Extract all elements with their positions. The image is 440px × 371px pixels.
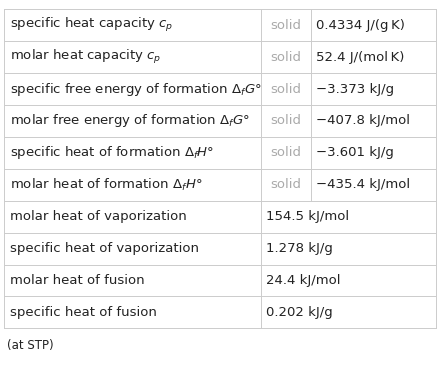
Text: solid: solid bbox=[270, 19, 301, 32]
Text: molar heat of fusion: molar heat of fusion bbox=[10, 274, 144, 287]
Text: specific free energy of formation $\Delta_f G°$: specific free energy of formation $\Delt… bbox=[10, 81, 261, 98]
Text: molar heat of formation $\Delta_f H°$: molar heat of formation $\Delta_f H°$ bbox=[10, 177, 202, 193]
Text: −435.4 kJ/mol: −435.4 kJ/mol bbox=[316, 178, 410, 191]
Text: −3.601 kJ/g: −3.601 kJ/g bbox=[316, 146, 394, 160]
Text: (at STP): (at STP) bbox=[7, 338, 53, 352]
Text: solid: solid bbox=[270, 146, 301, 160]
Text: 24.4 kJ/mol: 24.4 kJ/mol bbox=[266, 274, 341, 287]
Text: 0.202 kJ/g: 0.202 kJ/g bbox=[266, 306, 333, 319]
Text: specific heat of vaporization: specific heat of vaporization bbox=[10, 242, 199, 255]
Text: 0.4334 J/(g K): 0.4334 J/(g K) bbox=[316, 19, 405, 32]
Text: specific heat capacity $c_p$: specific heat capacity $c_p$ bbox=[10, 16, 173, 34]
Text: specific heat of formation $\Delta_f H°$: specific heat of formation $\Delta_f H°$ bbox=[10, 144, 214, 161]
Text: molar heat of vaporization: molar heat of vaporization bbox=[10, 210, 187, 223]
Text: −3.373 kJ/g: −3.373 kJ/g bbox=[316, 82, 394, 96]
Text: 154.5 kJ/mol: 154.5 kJ/mol bbox=[266, 210, 349, 223]
Text: solid: solid bbox=[270, 82, 301, 96]
Text: molar free energy of formation $\Delta_f G°$: molar free energy of formation $\Delta_f… bbox=[10, 112, 249, 129]
Text: solid: solid bbox=[270, 114, 301, 128]
Text: 52.4 J/(mol K): 52.4 J/(mol K) bbox=[316, 50, 404, 64]
Text: 1.278 kJ/g: 1.278 kJ/g bbox=[266, 242, 333, 255]
Text: solid: solid bbox=[270, 50, 301, 64]
Text: molar heat capacity $c_p$: molar heat capacity $c_p$ bbox=[10, 48, 161, 66]
Text: solid: solid bbox=[270, 178, 301, 191]
Text: specific heat of fusion: specific heat of fusion bbox=[10, 306, 157, 319]
Text: −407.8 kJ/mol: −407.8 kJ/mol bbox=[316, 114, 410, 128]
